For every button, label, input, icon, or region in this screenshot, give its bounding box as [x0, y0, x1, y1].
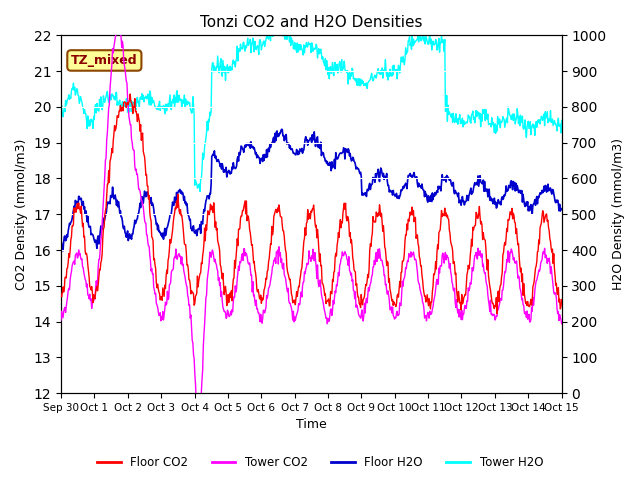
Text: TZ_mixed: TZ_mixed [71, 54, 138, 67]
X-axis label: Time: Time [296, 419, 326, 432]
Y-axis label: H2O Density (mmol/m3): H2O Density (mmol/m3) [612, 138, 625, 290]
Title: Tonzi CO2 and H2O Densities: Tonzi CO2 and H2O Densities [200, 15, 422, 30]
Y-axis label: CO2 Density (mmol/m3): CO2 Density (mmol/m3) [15, 139, 28, 290]
Legend: Floor CO2, Tower CO2, Floor H2O, Tower H2O: Floor CO2, Tower CO2, Floor H2O, Tower H… [92, 452, 548, 474]
